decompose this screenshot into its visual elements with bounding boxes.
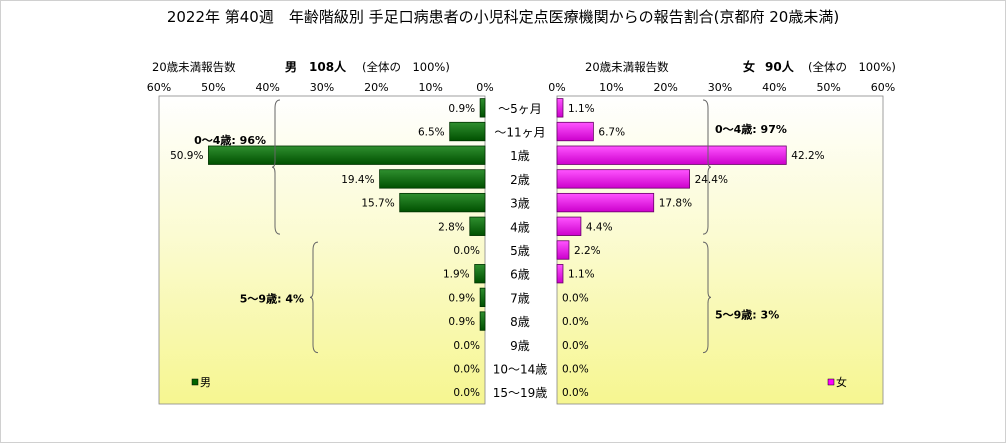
- left-tick-label: 50%: [201, 81, 225, 94]
- category-label: 2歳: [510, 173, 530, 187]
- left-group-label: 5～9歳: 4%: [240, 291, 304, 305]
- category-label: 15～19歳: [493, 386, 548, 400]
- category-label: 4歳: [510, 220, 530, 234]
- category-label: 9歳: [510, 339, 530, 353]
- right-bar: [556, 121, 594, 142]
- right-bar: [556, 145, 787, 165]
- left-legend-label: 男: [200, 376, 211, 389]
- left-group-brace: [271, 99, 281, 235]
- right-data-label: 4.4%: [586, 221, 613, 233]
- right-data-label: 17.8%: [659, 198, 692, 210]
- right-bar: [556, 98, 564, 118]
- right-tick-label: 60%: [871, 81, 895, 94]
- category-label: 10～14歳: [493, 362, 548, 376]
- left-data-label: 6.5%: [418, 127, 445, 139]
- category-label: 3歳: [510, 197, 530, 211]
- left-bar: [479, 98, 486, 118]
- right-legend-swatch: [827, 378, 835, 386]
- left-data-label: 19.4%: [341, 174, 374, 186]
- right-data-label: 6.7%: [598, 127, 625, 139]
- left-bar: [474, 264, 486, 284]
- right-data-label: 42.2%: [791, 150, 824, 162]
- right-data-label: 24.4%: [695, 174, 728, 186]
- left-legend-swatch: [191, 378, 199, 386]
- right-count-label: 90人: [765, 59, 795, 74]
- left-data-label: 0.0%: [453, 245, 480, 257]
- right-total-note: (全体の 100%): [808, 60, 896, 74]
- right-tick-label: 0%: [548, 81, 565, 94]
- right-tick-label: 10%: [599, 81, 623, 94]
- left-header-label: 20歳未満報告数: [152, 60, 236, 74]
- left-tick-label: 40%: [255, 81, 279, 94]
- left-data-label: 0.0%: [453, 363, 480, 375]
- left-bar: [449, 121, 486, 142]
- left-bar: [479, 287, 486, 308]
- right-data-label: 1.1%: [568, 269, 595, 281]
- left-tick-label: 0%: [476, 81, 493, 94]
- right-plot-area: [556, 95, 884, 405]
- right-bar: [556, 192, 655, 213]
- right-header-label: 20歳未満報告数: [585, 60, 669, 74]
- left-total-note: (全体の 100%): [362, 60, 450, 74]
- left-tick-label: 10%: [418, 81, 442, 94]
- left-bar: [208, 145, 486, 165]
- category-label: ～11ヶ月: [494, 126, 545, 140]
- left-group-label: 0～4歳: 96%: [194, 133, 266, 147]
- right-data-label: 0.0%: [562, 363, 589, 375]
- right-tick-label: 20%: [653, 81, 677, 94]
- left-group-brace: [309, 241, 319, 354]
- right-group-label: 5～9歳: 3%: [715, 307, 779, 321]
- left-data-label: 0.0%: [453, 387, 480, 399]
- right-bar: [556, 264, 564, 284]
- right-tick-label: 40%: [762, 81, 786, 94]
- category-label: 1歳: [510, 149, 530, 163]
- left-data-label: 0.9%: [448, 316, 475, 328]
- left-data-label: 15.7%: [361, 198, 394, 210]
- right-data-label: 2.2%: [574, 245, 601, 257]
- right-data-label: 0.0%: [562, 316, 589, 328]
- left-data-label: 0.9%: [448, 103, 475, 115]
- right-data-label: 0.0%: [562, 387, 589, 399]
- left-data-label: 50.9%: [170, 150, 203, 162]
- right-bar: [556, 169, 690, 189]
- left-count-label: 108人: [309, 59, 347, 74]
- left-bar: [399, 192, 486, 213]
- right-group-brace: [702, 241, 712, 354]
- left-bar: [469, 216, 486, 236]
- right-bar: [556, 240, 570, 260]
- left-tick-label: 30%: [310, 81, 334, 94]
- right-group-label: 0～4歳: 97%: [715, 122, 787, 136]
- right-tick-label: 30%: [708, 81, 732, 94]
- left-sex-label: 男: [285, 60, 297, 74]
- left-tick-label: 60%: [147, 81, 171, 94]
- left-data-label: 1.9%: [443, 269, 470, 281]
- left-bar: [479, 311, 486, 331]
- right-legend-label: 女: [836, 375, 847, 389]
- right-bar: [556, 216, 582, 236]
- right-data-label: 0.0%: [562, 340, 589, 352]
- left-data-label: 0.9%: [448, 292, 475, 304]
- right-sex-label: 女: [743, 59, 755, 74]
- right-tick-label: 50%: [816, 81, 840, 94]
- category-label: 6歳: [510, 268, 530, 282]
- category-label: 5歳: [510, 244, 530, 258]
- left-data-label: 2.8%: [438, 221, 465, 233]
- category-label: ～5ヶ月: [498, 102, 542, 116]
- right-data-label: 1.1%: [568, 103, 595, 115]
- right-data-label: 0.0%: [562, 292, 589, 304]
- category-label: 7歳: [510, 291, 530, 305]
- left-tick-label: 20%: [364, 81, 388, 94]
- right-group-brace: [702, 99, 712, 235]
- chart-title: 2022年 第40週 年齢階級別 手足口病患者の小児科定点医療機関からの報告割合…: [167, 8, 839, 26]
- left-bar: [379, 169, 486, 189]
- left-data-label: 0.0%: [453, 340, 480, 352]
- category-label: 8歳: [510, 315, 530, 329]
